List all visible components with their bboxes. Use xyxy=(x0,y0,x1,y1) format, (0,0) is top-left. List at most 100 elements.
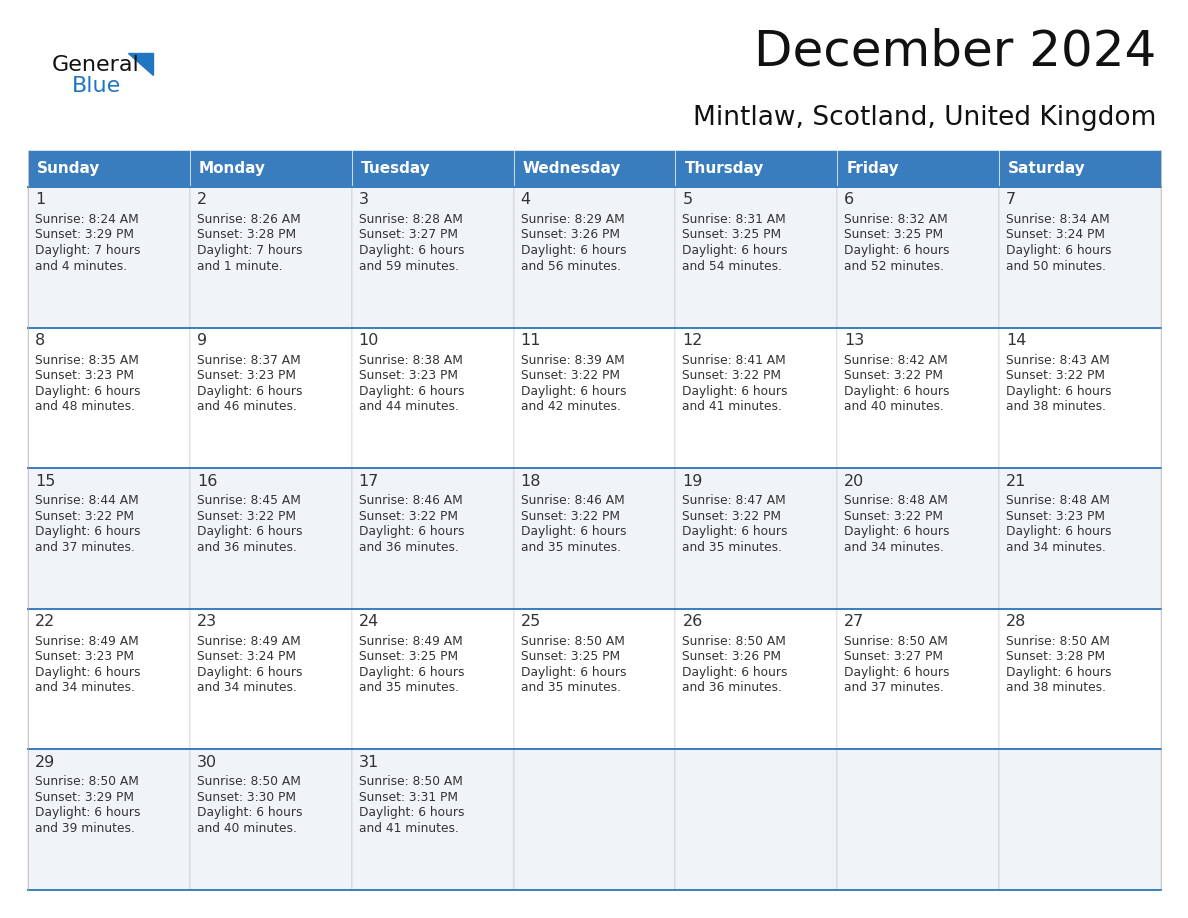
Text: Sunset: 3:22 PM: Sunset: 3:22 PM xyxy=(1006,369,1105,382)
Text: 6: 6 xyxy=(845,193,854,207)
Text: 8: 8 xyxy=(34,333,45,348)
Text: and 35 minutes.: and 35 minutes. xyxy=(520,681,620,694)
Text: Sunset: 3:27 PM: Sunset: 3:27 PM xyxy=(359,229,457,241)
Bar xyxy=(999,187,1161,328)
Text: Sunrise: 8:50 AM: Sunrise: 8:50 AM xyxy=(520,635,625,648)
Text: Sunset: 3:29 PM: Sunset: 3:29 PM xyxy=(34,791,134,804)
Text: Daylight: 6 hours: Daylight: 6 hours xyxy=(197,666,303,678)
Text: and 34 minutes.: and 34 minutes. xyxy=(34,681,135,694)
Text: 17: 17 xyxy=(359,474,379,488)
Bar xyxy=(190,609,352,749)
Text: General: General xyxy=(52,55,140,75)
Text: Sunrise: 8:45 AM: Sunrise: 8:45 AM xyxy=(197,494,301,508)
Text: Daylight: 6 hours: Daylight: 6 hours xyxy=(1006,666,1112,678)
Text: Daylight: 6 hours: Daylight: 6 hours xyxy=(34,525,140,538)
Text: Sunset: 3:31 PM: Sunset: 3:31 PM xyxy=(359,791,457,804)
Text: Sunrise: 8:50 AM: Sunrise: 8:50 AM xyxy=(359,776,462,789)
Text: Sunrise: 8:42 AM: Sunrise: 8:42 AM xyxy=(845,353,948,366)
Text: 20: 20 xyxy=(845,474,865,488)
Text: and 42 minutes.: and 42 minutes. xyxy=(520,400,620,413)
Bar xyxy=(29,468,190,609)
Bar xyxy=(190,468,352,609)
Bar xyxy=(676,150,838,187)
Text: Daylight: 6 hours: Daylight: 6 hours xyxy=(359,806,465,820)
Text: 5: 5 xyxy=(682,193,693,207)
Text: Thursday: Thursday xyxy=(684,161,764,176)
Text: Saturday: Saturday xyxy=(1009,161,1086,176)
Text: Sunrise: 8:26 AM: Sunrise: 8:26 AM xyxy=(197,213,301,226)
Text: Sunset: 3:25 PM: Sunset: 3:25 PM xyxy=(520,650,620,664)
Text: 15: 15 xyxy=(34,474,56,488)
Text: Sunset: 3:27 PM: Sunset: 3:27 PM xyxy=(845,650,943,664)
Text: 3: 3 xyxy=(359,193,368,207)
Text: Daylight: 6 hours: Daylight: 6 hours xyxy=(845,244,949,257)
Text: Sunrise: 8:39 AM: Sunrise: 8:39 AM xyxy=(520,353,625,366)
Text: Daylight: 6 hours: Daylight: 6 hours xyxy=(359,525,465,538)
Bar xyxy=(999,150,1161,187)
Text: Daylight: 6 hours: Daylight: 6 hours xyxy=(520,666,626,678)
Text: and 38 minutes.: and 38 minutes. xyxy=(1006,400,1106,413)
Text: 4: 4 xyxy=(520,193,531,207)
Text: Daylight: 6 hours: Daylight: 6 hours xyxy=(520,244,626,257)
Text: Sunrise: 8:46 AM: Sunrise: 8:46 AM xyxy=(520,494,625,508)
Text: Sunrise: 8:38 AM: Sunrise: 8:38 AM xyxy=(359,353,462,366)
Bar xyxy=(676,468,838,609)
Text: Sunrise: 8:50 AM: Sunrise: 8:50 AM xyxy=(197,776,301,789)
Text: Sunrise: 8:35 AM: Sunrise: 8:35 AM xyxy=(34,353,139,366)
Bar xyxy=(352,749,513,890)
Text: 19: 19 xyxy=(682,474,703,488)
Bar xyxy=(29,150,190,187)
Text: 28: 28 xyxy=(1006,614,1026,630)
Text: and 34 minutes.: and 34 minutes. xyxy=(197,681,297,694)
Text: Sunrise: 8:49 AM: Sunrise: 8:49 AM xyxy=(34,635,139,648)
Text: Daylight: 6 hours: Daylight: 6 hours xyxy=(845,666,949,678)
Text: Daylight: 6 hours: Daylight: 6 hours xyxy=(682,385,788,397)
Text: Daylight: 6 hours: Daylight: 6 hours xyxy=(845,385,949,397)
Text: Sunrise: 8:46 AM: Sunrise: 8:46 AM xyxy=(359,494,462,508)
Text: Daylight: 6 hours: Daylight: 6 hours xyxy=(34,385,140,397)
Text: Daylight: 6 hours: Daylight: 6 hours xyxy=(1006,525,1112,538)
Text: and 4 minutes.: and 4 minutes. xyxy=(34,260,127,273)
Text: Daylight: 6 hours: Daylight: 6 hours xyxy=(682,244,788,257)
Bar xyxy=(513,187,676,328)
Text: 16: 16 xyxy=(197,474,217,488)
Text: Daylight: 6 hours: Daylight: 6 hours xyxy=(682,666,788,678)
Text: and 36 minutes.: and 36 minutes. xyxy=(682,681,783,694)
Bar xyxy=(838,468,999,609)
Bar xyxy=(999,468,1161,609)
Bar xyxy=(29,187,190,328)
Text: and 40 minutes.: and 40 minutes. xyxy=(197,822,297,834)
Text: Daylight: 6 hours: Daylight: 6 hours xyxy=(34,806,140,820)
Text: and 40 minutes.: and 40 minutes. xyxy=(845,400,944,413)
Bar xyxy=(190,328,352,468)
Bar xyxy=(513,328,676,468)
Text: Sunrise: 8:50 AM: Sunrise: 8:50 AM xyxy=(845,635,948,648)
Bar xyxy=(190,749,352,890)
Text: and 59 minutes.: and 59 minutes. xyxy=(359,260,459,273)
Bar xyxy=(352,328,513,468)
Text: Daylight: 6 hours: Daylight: 6 hours xyxy=(1006,244,1112,257)
Bar xyxy=(29,609,190,749)
Text: Daylight: 6 hours: Daylight: 6 hours xyxy=(1006,385,1112,397)
Text: Sunset: 3:25 PM: Sunset: 3:25 PM xyxy=(845,229,943,241)
Text: and 41 minutes.: and 41 minutes. xyxy=(682,400,783,413)
Bar xyxy=(190,187,352,328)
Text: and 37 minutes.: and 37 minutes. xyxy=(845,681,944,694)
Text: Daylight: 6 hours: Daylight: 6 hours xyxy=(34,666,140,678)
Text: and 37 minutes.: and 37 minutes. xyxy=(34,541,135,554)
Text: Sunrise: 8:28 AM: Sunrise: 8:28 AM xyxy=(359,213,462,226)
Bar xyxy=(676,609,838,749)
Text: and 41 minutes.: and 41 minutes. xyxy=(359,822,459,834)
Text: Sunrise: 8:34 AM: Sunrise: 8:34 AM xyxy=(1006,213,1110,226)
Text: Daylight: 6 hours: Daylight: 6 hours xyxy=(197,806,303,820)
Text: Sunrise: 8:49 AM: Sunrise: 8:49 AM xyxy=(197,635,301,648)
Text: Sunrise: 8:29 AM: Sunrise: 8:29 AM xyxy=(520,213,625,226)
Text: Daylight: 6 hours: Daylight: 6 hours xyxy=(359,244,465,257)
Text: December 2024: December 2024 xyxy=(753,27,1156,75)
Text: Sunrise: 8:47 AM: Sunrise: 8:47 AM xyxy=(682,494,786,508)
Text: Sunset: 3:23 PM: Sunset: 3:23 PM xyxy=(359,369,457,382)
Text: 9: 9 xyxy=(197,333,207,348)
Text: and 52 minutes.: and 52 minutes. xyxy=(845,260,944,273)
Text: Sunset: 3:23 PM: Sunset: 3:23 PM xyxy=(34,369,134,382)
Bar xyxy=(513,468,676,609)
